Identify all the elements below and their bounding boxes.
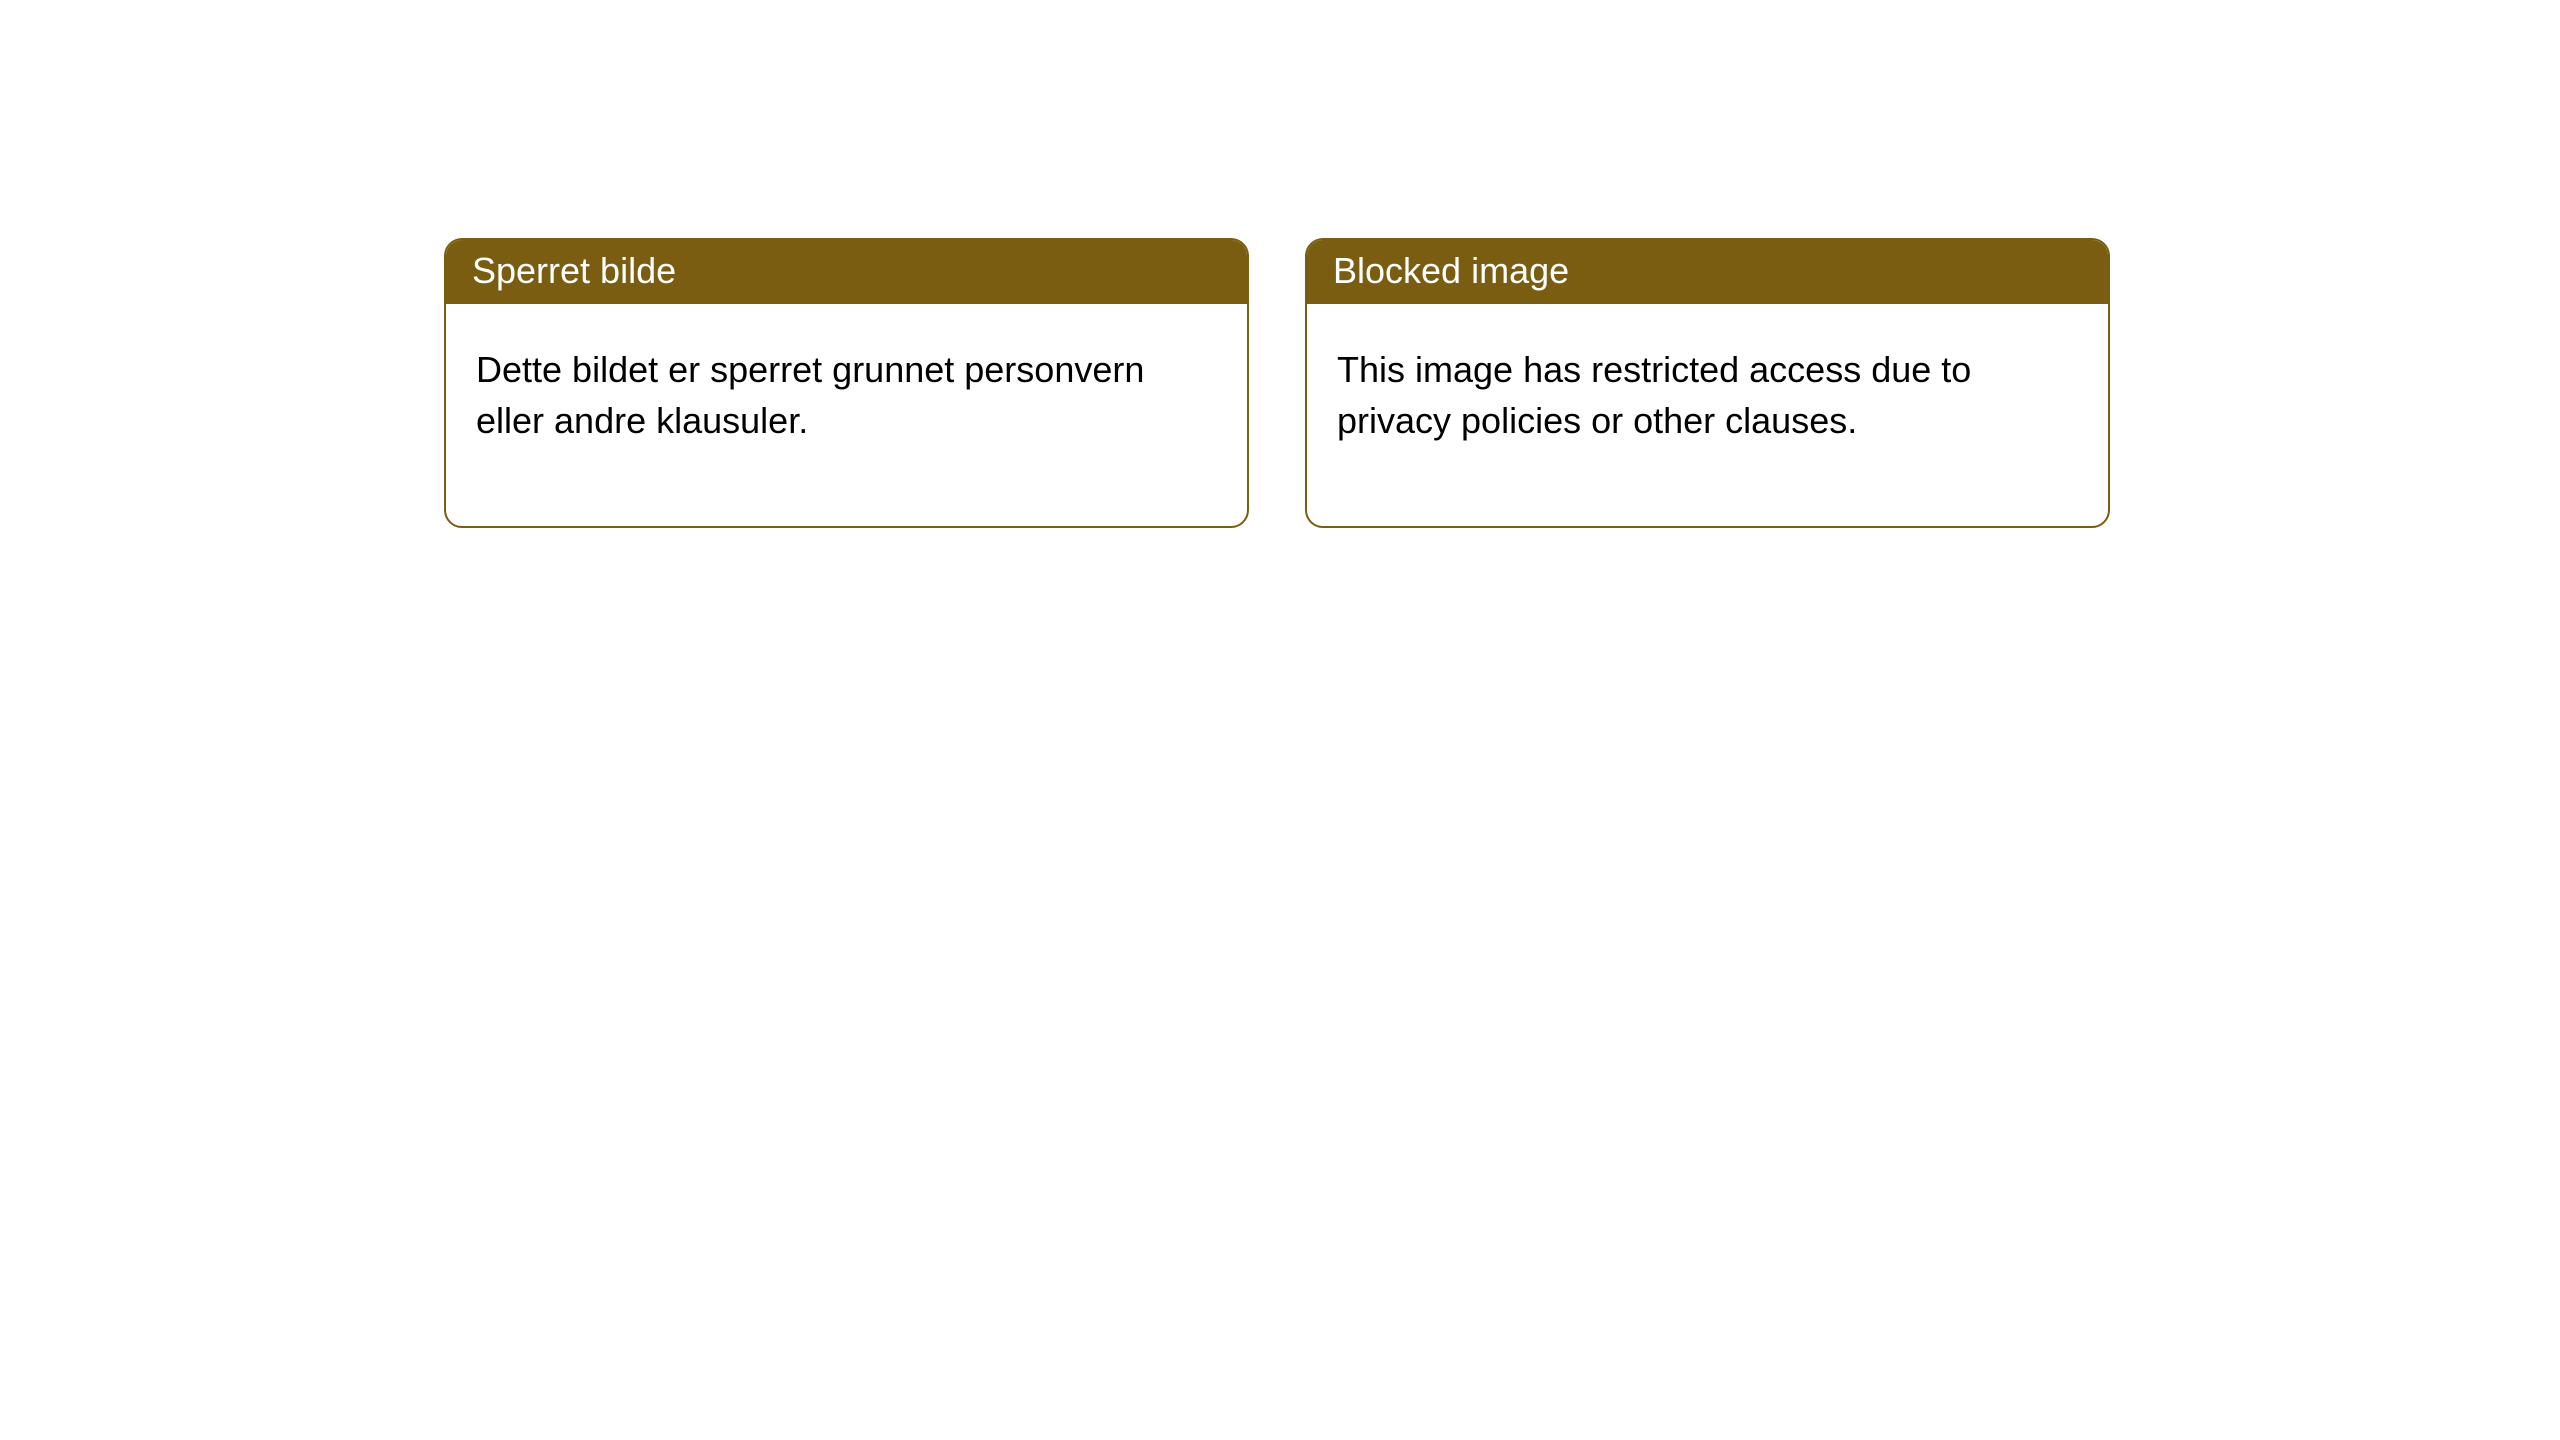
card-body: This image has restricted access due to …	[1307, 304, 2108, 526]
card-header: Blocked image	[1307, 240, 2108, 304]
card-title: Sperret bilde	[472, 250, 676, 291]
card-message: Dette bildet er sperret grunnet personve…	[476, 349, 1144, 441]
card-body: Dette bildet er sperret grunnet personve…	[446, 304, 1247, 526]
card-header: Sperret bilde	[446, 240, 1247, 304]
blocked-image-panel-group: Sperret bilde Dette bildet er sperret gr…	[0, 0, 2560, 528]
card-title: Blocked image	[1333, 250, 1569, 291]
blocked-image-card-no: Sperret bilde Dette bildet er sperret gr…	[444, 238, 1249, 528]
card-message: This image has restricted access due to …	[1337, 349, 1971, 441]
blocked-image-card-en: Blocked image This image has restricted …	[1305, 238, 2110, 528]
